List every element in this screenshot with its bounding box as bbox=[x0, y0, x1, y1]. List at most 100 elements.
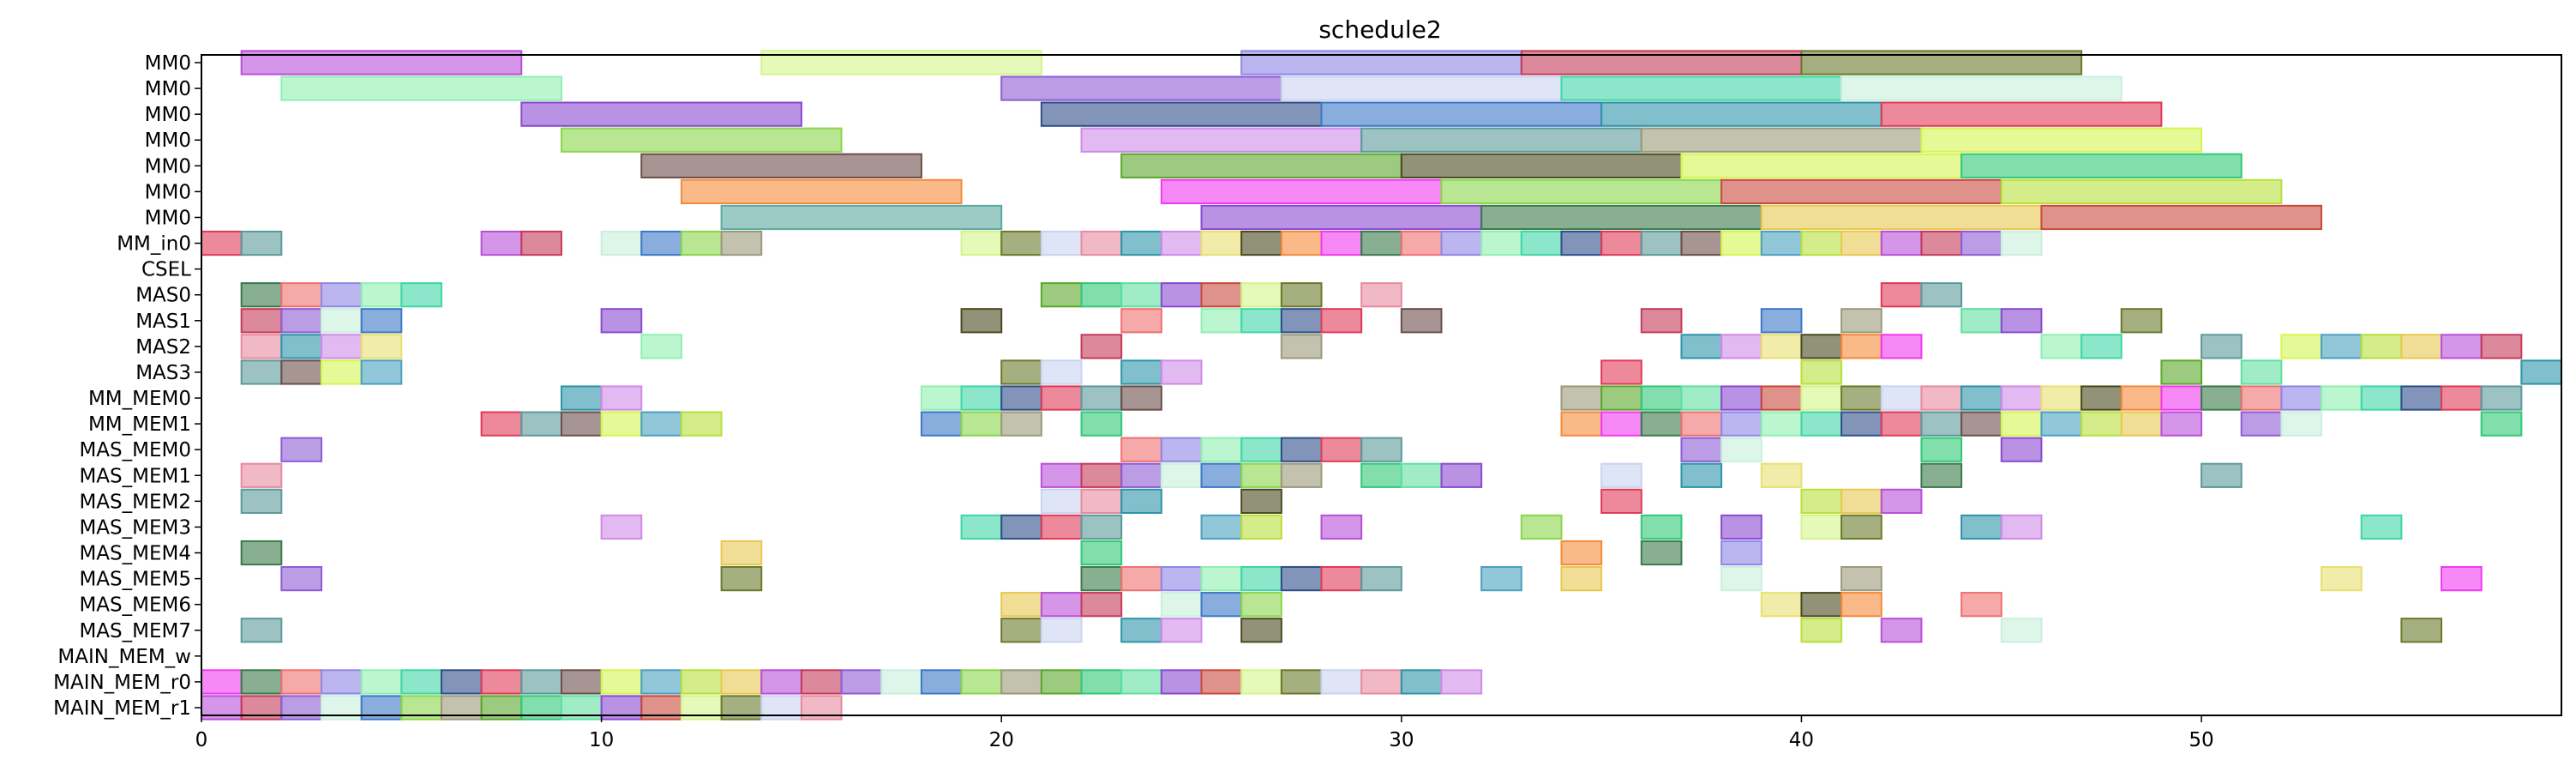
task-bar bbox=[1760, 204, 2043, 231]
task-bar bbox=[280, 282, 322, 308]
task-bar bbox=[1560, 565, 1603, 592]
task-bar bbox=[1240, 308, 1282, 334]
task-bar bbox=[1640, 127, 1923, 153]
task-bar bbox=[2321, 565, 2363, 592]
x-tick-label: 50 bbox=[2189, 729, 2213, 751]
task-bar bbox=[1560, 230, 1603, 256]
task-bar bbox=[1200, 669, 1243, 695]
task-bar bbox=[520, 669, 562, 695]
task-bar bbox=[1040, 101, 1323, 127]
row-label: MM0 bbox=[145, 155, 191, 178]
task-bar bbox=[1961, 385, 2003, 411]
task-bar bbox=[2040, 385, 2083, 411]
task-bar bbox=[1560, 540, 1603, 566]
task-bar bbox=[1961, 592, 2003, 618]
task-bar bbox=[600, 385, 643, 411]
task-bar bbox=[720, 204, 1003, 231]
task-bar bbox=[1760, 385, 1803, 411]
task-bar bbox=[1240, 514, 1282, 540]
task-bar bbox=[920, 385, 963, 411]
row-label: MM_MEM0 bbox=[88, 388, 191, 410]
row-label: MAS_MEM0 bbox=[79, 439, 191, 461]
task-bar bbox=[1720, 411, 1762, 437]
task-bar bbox=[1680, 153, 1963, 178]
task-bar bbox=[1040, 669, 1083, 695]
task-bar bbox=[240, 488, 283, 514]
row-label: MAS3 bbox=[135, 362, 191, 384]
task-bar bbox=[2000, 514, 2043, 540]
task-bar bbox=[1080, 462, 1123, 488]
task-bar bbox=[720, 230, 763, 256]
task-bar bbox=[1640, 540, 1683, 566]
task-bar bbox=[480, 669, 523, 695]
task-bar bbox=[800, 669, 843, 695]
task-bar bbox=[1320, 101, 1603, 127]
task-bar bbox=[1280, 75, 1563, 101]
task-bar bbox=[960, 411, 1003, 437]
task-bar bbox=[1560, 411, 1603, 437]
task-bar bbox=[1920, 462, 1963, 488]
task-bar bbox=[1120, 282, 1162, 308]
task-bar bbox=[400, 669, 442, 695]
task-bar bbox=[2441, 385, 2483, 411]
task-bar bbox=[1840, 514, 1882, 540]
task-bar bbox=[1280, 669, 1323, 695]
task-bar bbox=[680, 669, 723, 695]
task-bar bbox=[1000, 618, 1042, 643]
task-bar bbox=[1120, 385, 1162, 411]
x-axis-ticks: 0 10 20 30 40 50 bbox=[195, 715, 2214, 751]
task-bar bbox=[1840, 565, 1882, 592]
task-bar bbox=[1080, 488, 1123, 514]
task-bar bbox=[1600, 230, 1642, 256]
task-bar bbox=[1800, 385, 1843, 411]
task-bar bbox=[1080, 385, 1123, 411]
row-label: MAS_MEM6 bbox=[79, 594, 191, 617]
task-bar bbox=[2000, 437, 2043, 462]
row-label: CSEL bbox=[141, 259, 191, 281]
row-label: MM_MEM1 bbox=[88, 413, 191, 436]
task-bar bbox=[1200, 437, 1243, 462]
task-bar bbox=[320, 308, 363, 334]
task-bar bbox=[2081, 334, 2123, 359]
row-label: MM0 bbox=[145, 78, 191, 100]
task-bar bbox=[680, 411, 723, 437]
task-bar bbox=[1560, 385, 1603, 411]
task-bar bbox=[360, 669, 403, 695]
task-bar bbox=[1240, 565, 1282, 592]
task-bar bbox=[1080, 282, 1123, 308]
task-bar bbox=[640, 669, 682, 695]
task-bar bbox=[600, 308, 643, 334]
task-bar bbox=[1200, 565, 1243, 592]
task-bar bbox=[1000, 230, 1042, 256]
task-bar bbox=[640, 153, 922, 178]
task-bar bbox=[1000, 359, 1042, 385]
task-bar bbox=[280, 565, 322, 592]
task-bar bbox=[1120, 565, 1162, 592]
task-bar bbox=[1680, 230, 1723, 256]
task-bar bbox=[560, 127, 843, 153]
task-bar bbox=[1600, 462, 1642, 488]
task-bar bbox=[280, 669, 322, 695]
task-bar bbox=[1880, 411, 1923, 437]
task-bar bbox=[1880, 488, 1923, 514]
task-bar bbox=[240, 230, 283, 256]
task-bar bbox=[1040, 514, 1083, 540]
task-bar bbox=[280, 75, 562, 101]
task-bar bbox=[1160, 437, 1203, 462]
row-label: MAS_MEM3 bbox=[79, 516, 191, 539]
task-bar bbox=[1920, 127, 2203, 153]
task-bar bbox=[240, 359, 283, 385]
task-bar bbox=[1760, 308, 1803, 334]
task-bar bbox=[960, 514, 1003, 540]
row-label: MM0 bbox=[145, 52, 191, 75]
task-bar bbox=[1720, 514, 1762, 540]
task-bar bbox=[1360, 462, 1402, 488]
task-bar bbox=[240, 618, 283, 643]
task-bar bbox=[360, 334, 403, 359]
task-bar bbox=[360, 359, 403, 385]
task-bar bbox=[2040, 334, 2083, 359]
task-bar bbox=[720, 540, 763, 566]
task-bar bbox=[440, 669, 483, 695]
task-bar bbox=[2360, 514, 2403, 540]
task-bar bbox=[1720, 230, 1762, 256]
